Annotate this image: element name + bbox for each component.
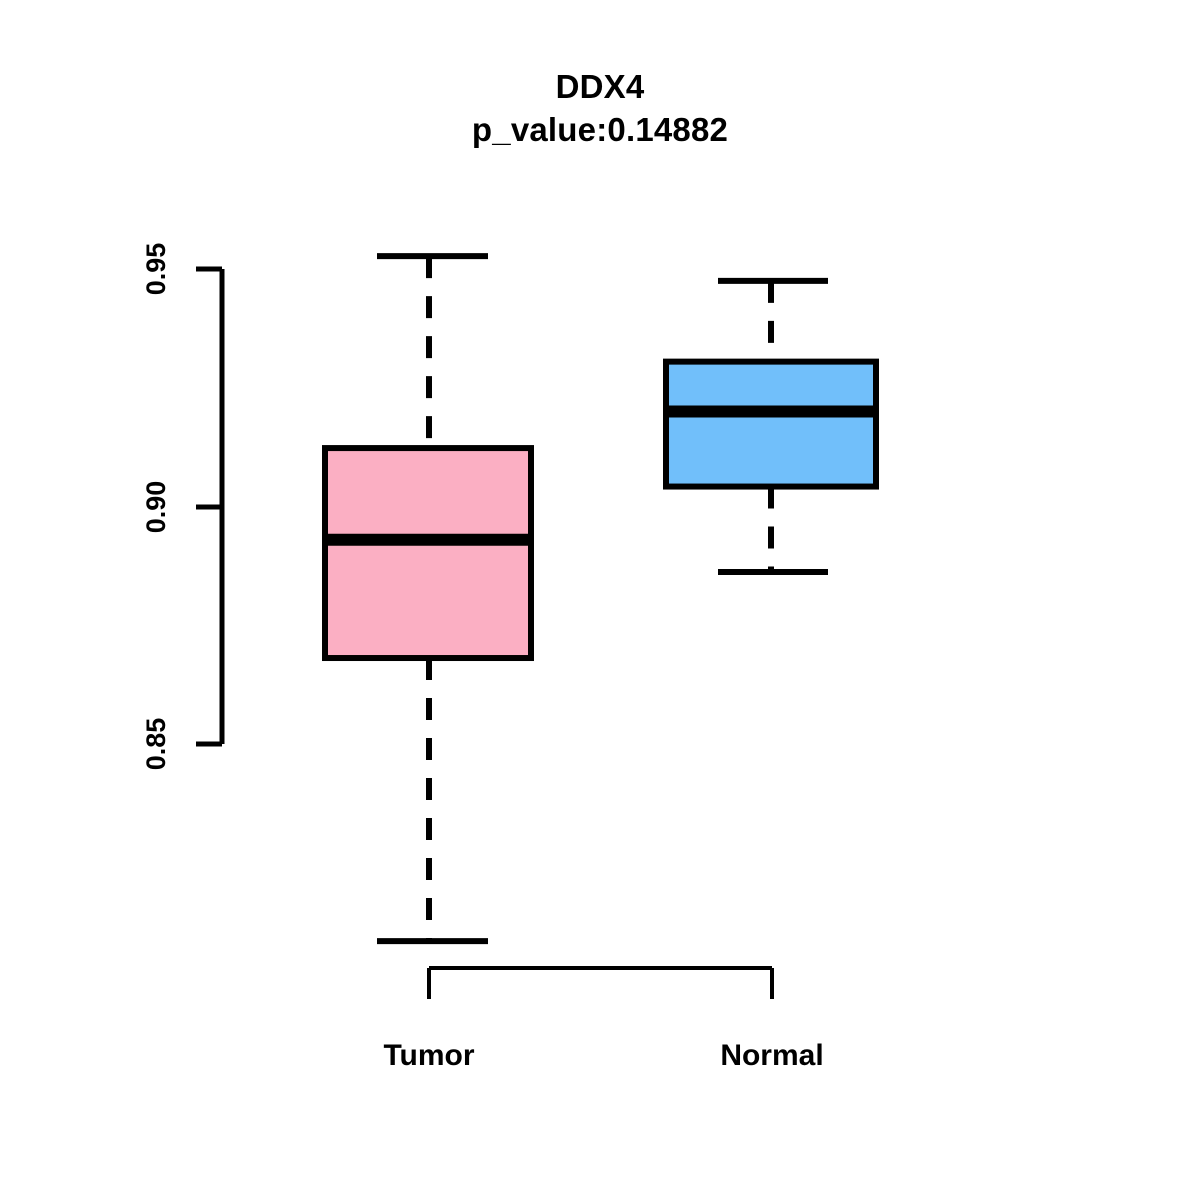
- y-tick-label-085: 0.85: [141, 717, 171, 771]
- x-tick-label-tumor: Tumor: [383, 1039, 475, 1072]
- box-tumor: [322, 445, 534, 662]
- y-tick-label-090: 0.90: [141, 480, 171, 534]
- y-axis: [196, 266, 225, 747]
- x-tick-label-normal: Normal: [720, 1039, 824, 1072]
- box-group-tumor: [322, 253, 534, 945]
- box-group-normal: [663, 277, 879, 576]
- y-tick-label-095: 0.95: [141, 242, 171, 296]
- box-normal: [663, 358, 879, 490]
- x-axis: [427, 966, 774, 999]
